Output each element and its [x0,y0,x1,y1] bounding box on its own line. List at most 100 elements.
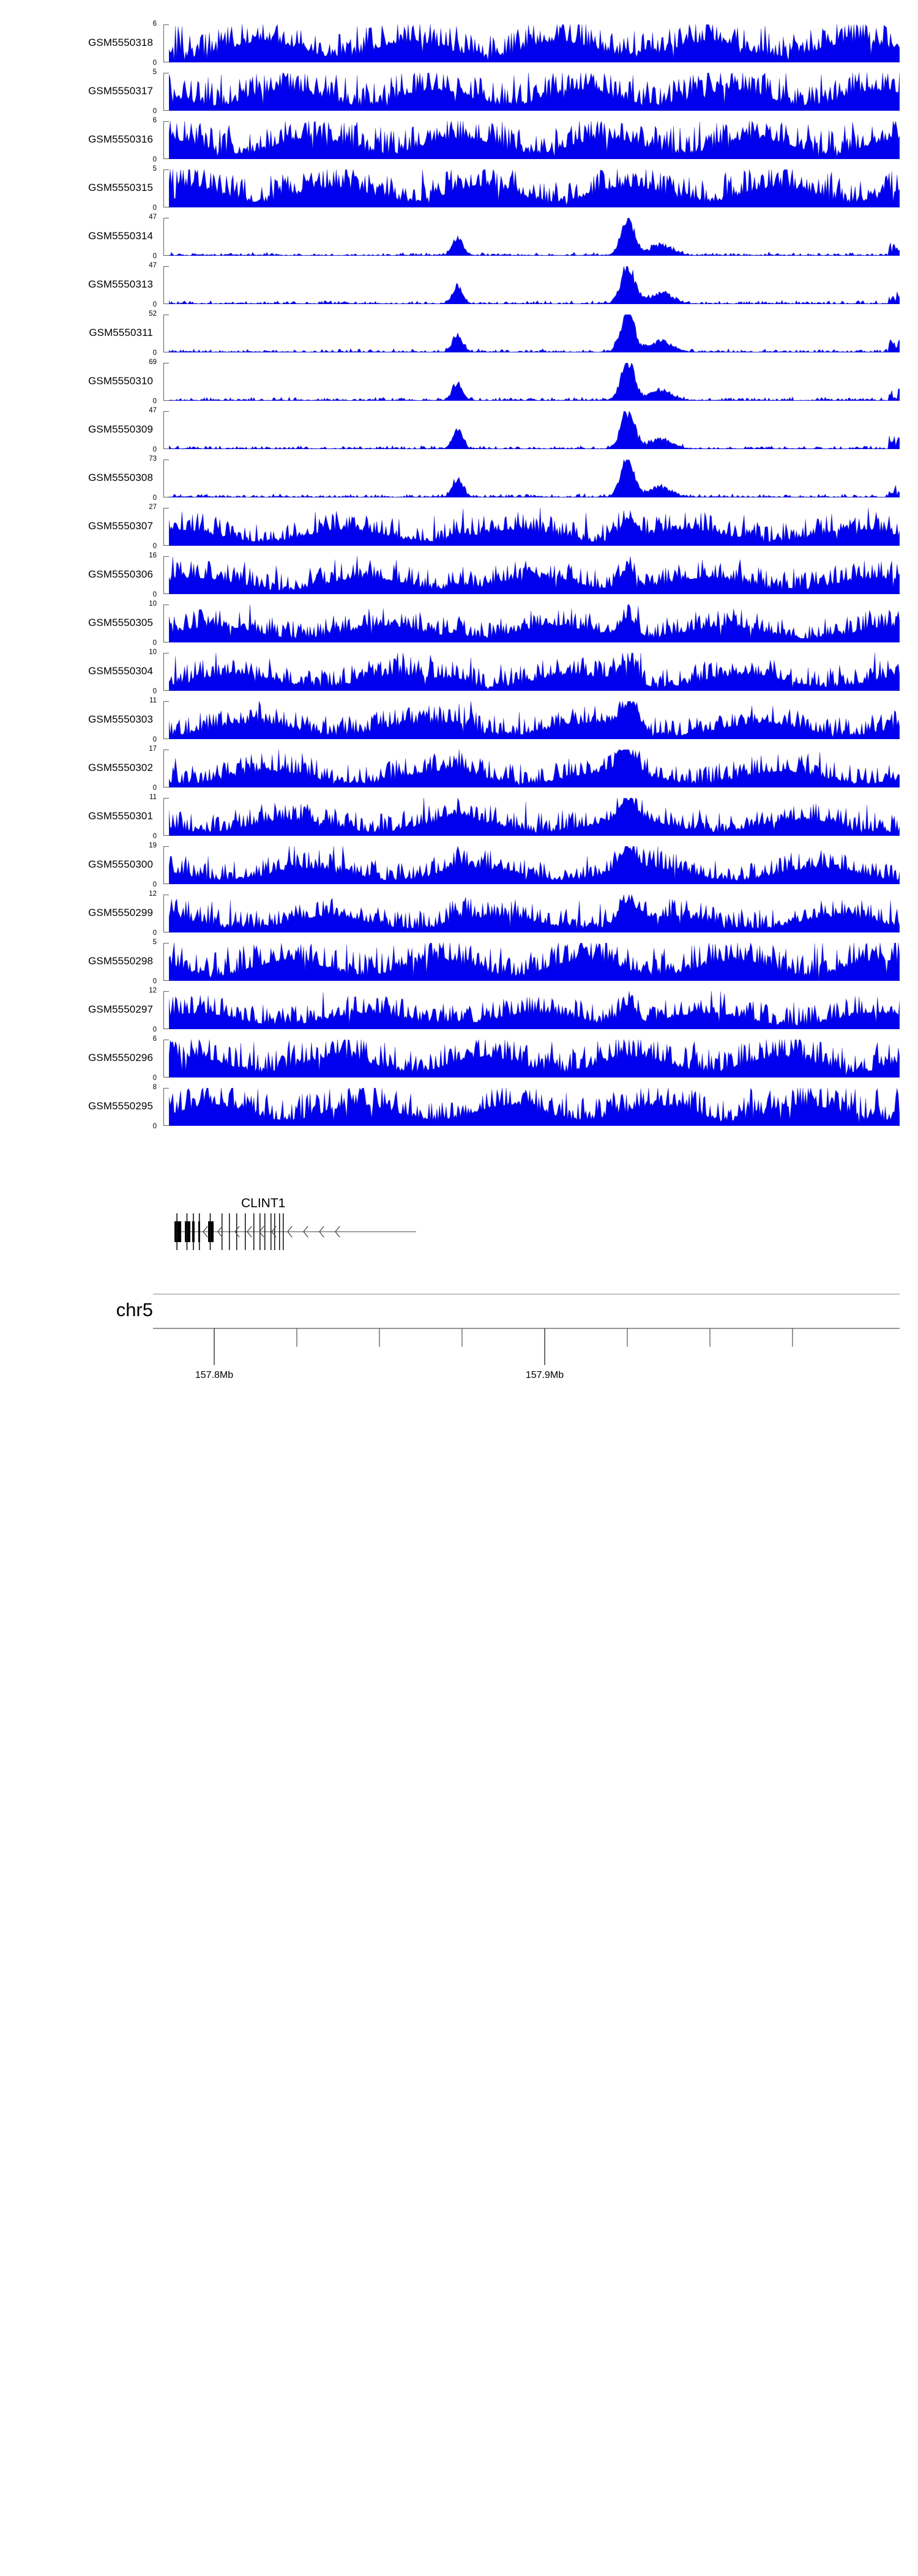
track-y-axis: 52 0 [149,310,900,357]
track-y-axis: 17 0 [149,745,900,792]
coverage-histogram[interactable] [169,653,900,691]
y-axis-tick-min [163,835,169,836]
coverage-histogram[interactable] [169,991,900,1029]
track-label: GSM5550310 [88,375,153,387]
y-axis-max-label: 19 [149,842,157,849]
coverage-track-gsm5550316[interactable]: GSM5550316 6 0 [0,117,918,163]
track-label: GSM5550317 [88,85,153,97]
coverage-histogram[interactable] [169,846,900,884]
coverage-track-gsm5550310[interactable]: GSM5550310 69 0 [0,359,918,405]
y-axis-line [163,169,165,207]
coverage-histogram[interactable] [169,750,900,787]
y-axis-line [163,1088,165,1126]
y-axis-min-label: 0 [152,543,157,550]
y-axis-tick-max [163,1088,169,1089]
coverage-histogram[interactable] [169,121,900,159]
track-y-axis: 19 0 [149,842,900,888]
track-label: GSM5550301 [88,810,153,822]
track-y-axis: 12 0 [149,987,900,1033]
track-label: GSM5550299 [88,907,153,918]
track-y-axis: 16 0 [149,552,900,598]
coverage-histogram[interactable] [169,556,900,594]
coverage-histogram[interactable] [169,315,900,352]
coverage-track-gsm5550302[interactable]: GSM5550302 17 0 [0,745,918,792]
y-axis-min-label: 0 [152,59,157,67]
coverage-track-gsm5550318[interactable]: GSM5550318 6 0 [0,20,918,67]
y-axis-line [163,24,165,62]
y-axis-max-label: 47 [149,214,157,221]
gene-model-graphic[interactable] [153,1173,900,1253]
y-axis-min-label: 0 [152,929,157,937]
track-y-axis: 47 0 [149,407,900,453]
coverage-histogram[interactable] [169,508,900,546]
y-axis-min-label: 0 [152,688,157,695]
y-axis-tick-max [163,121,169,122]
y-axis-min-label: 0 [152,156,157,163]
coverage-track-gsm5550306[interactable]: GSM5550306 16 0 [0,552,918,598]
coverage-histogram[interactable] [169,605,900,642]
y-axis-min-label: 0 [152,1026,157,1033]
y-axis-tick-min [163,1076,169,1078]
track-y-axis: 11 0 [149,697,900,743]
coverage-histogram[interactable] [169,943,900,981]
coverage-histogram[interactable] [169,24,900,62]
coverage-track-gsm5550295[interactable]: GSM5550295 8 0 [0,1084,918,1130]
y-axis-max-label: 52 [149,310,157,318]
coverage-track-gsm5550297[interactable]: GSM5550297 12 0 [0,987,918,1033]
y-axis-line [163,701,165,739]
y-axis-tick-min [163,690,169,691]
y-axis-line [163,121,165,159]
y-axis-max-label: 5 [152,69,157,76]
coverage-track-gsm5550303[interactable]: GSM5550303 11 0 [0,697,918,743]
coverage-histogram[interactable] [169,1040,900,1078]
track-label: GSM5550303 [88,713,153,725]
coverage-track-gsm5550301[interactable]: GSM5550301 11 0 [0,794,918,840]
y-axis-tick-max [163,701,169,702]
y-axis-min-label: 0 [152,1123,157,1130]
y-axis-tick-max [163,991,169,992]
track-label: GSM5550314 [88,230,153,242]
coverage-track-gsm5550309[interactable]: GSM5550309 47 0 [0,407,918,453]
y-axis-line [163,605,165,642]
coverage-track-gsm5550304[interactable]: GSM5550304 10 0 [0,649,918,695]
coverage-track-gsm5550314[interactable]: GSM5550314 47 0 [0,214,918,260]
coverage-track-gsm5550305[interactable]: GSM5550305 10 0 [0,600,918,647]
coverage-track-gsm5550313[interactable]: GSM5550313 47 0 [0,262,918,308]
coverage-track-gsm5550308[interactable]: GSM5550308 73 0 [0,455,918,502]
coverage-histogram[interactable] [169,411,900,449]
coverage-histogram[interactable] [169,895,900,932]
coverage-histogram[interactable] [169,460,900,497]
track-label: GSM5550308 [88,472,153,483]
track-label: GSM5550302 [88,762,153,773]
coverage-track-gsm5550298[interactable]: GSM5550298 5 0 [0,939,918,985]
coverage-histogram[interactable] [169,266,900,304]
coverage-histogram[interactable] [169,363,900,401]
chromosome-axis-graphic[interactable] [153,1283,900,1393]
y-axis-max-label: 6 [152,117,157,124]
track-label: GSM5550311 [89,327,153,338]
y-axis-tick-max [163,411,169,412]
track-label: GSM5550297 [88,1003,153,1015]
coverage-track-gsm5550300[interactable]: GSM5550300 19 0 [0,842,918,888]
y-axis-min-label: 0 [152,784,157,792]
chromosome-label: chr5 [116,1299,153,1320]
coverage-histogram[interactable] [169,1088,900,1126]
y-axis-min-label: 0 [152,639,157,647]
y-axis-line [163,750,165,787]
coverage-track-gsm5550299[interactable]: GSM5550299 12 0 [0,890,918,937]
y-axis-min-label: 0 [152,204,157,212]
coverage-track-gsm5550315[interactable]: GSM5550315 5 0 [0,165,918,212]
coverage-track-gsm5550311[interactable]: GSM5550311 52 0 [0,310,918,357]
coverage-histogram[interactable] [169,798,900,836]
y-axis-line [163,363,165,401]
coverage-histogram[interactable] [169,73,900,111]
coverage-histogram[interactable] [169,701,900,739]
coverage-histogram[interactable] [169,169,900,207]
track-y-axis: 27 0 [149,504,900,550]
coverage-track-gsm5550317[interactable]: GSM5550317 5 0 [0,69,918,115]
coverage-track-gsm5550307[interactable]: GSM5550307 27 0 [0,504,918,550]
y-axis-line [163,1040,165,1078]
coverage-histogram[interactable] [169,218,900,256]
gene-annotation-track[interactable]: CLINT1 [0,1173,918,1253]
coverage-track-gsm5550296[interactable]: GSM5550296 6 0 [0,1035,918,1082]
